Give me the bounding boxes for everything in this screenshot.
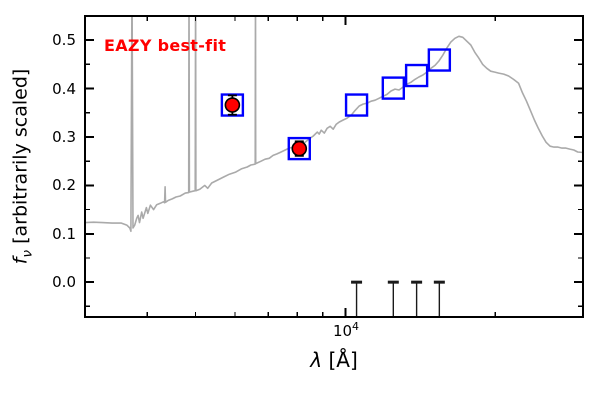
- model-photometry-square: [404, 63, 429, 88]
- spectrum-line: [85, 16, 583, 233]
- model-photometry-square: [344, 93, 369, 117]
- y-tick-label: 0.5: [52, 31, 76, 50]
- axis-frame: [84, 15, 584, 318]
- x-tick-exponent: 4: [352, 320, 360, 333]
- x-axis-unit: [Å]: [328, 348, 358, 372]
- y-axis-unit: [arbitrarily scaled]: [9, 68, 32, 244]
- plot-annotation: EAZY best-fit: [104, 36, 227, 55]
- x-axis-label: λ [Å]: [234, 348, 434, 372]
- model-photometry-square: [381, 76, 406, 100]
- x-tick-label-1e4: 104: [324, 320, 368, 340]
- y-tick-label: 0.1: [52, 224, 76, 243]
- y-tick-label: 0.4: [52, 79, 76, 98]
- y-tick-label: 0.2: [52, 176, 76, 195]
- model-photometry-square: [287, 136, 311, 161]
- y-axis-label: fν [arbitrarily scaled]: [6, 17, 37, 317]
- observed-photometry-point: [224, 97, 241, 113]
- x-tick-base: 10: [332, 322, 353, 340]
- y-axis-symbol: f: [9, 257, 32, 265]
- model-photometry-square: [427, 48, 452, 72]
- x-axis-symbol: λ: [310, 348, 323, 372]
- y-tick-label: 0.3: [52, 127, 76, 146]
- y-tick-label: 0.0: [52, 273, 76, 292]
- observed-photometry-point: [291, 140, 308, 157]
- y-axis-symbol-subscript: ν: [19, 249, 36, 258]
